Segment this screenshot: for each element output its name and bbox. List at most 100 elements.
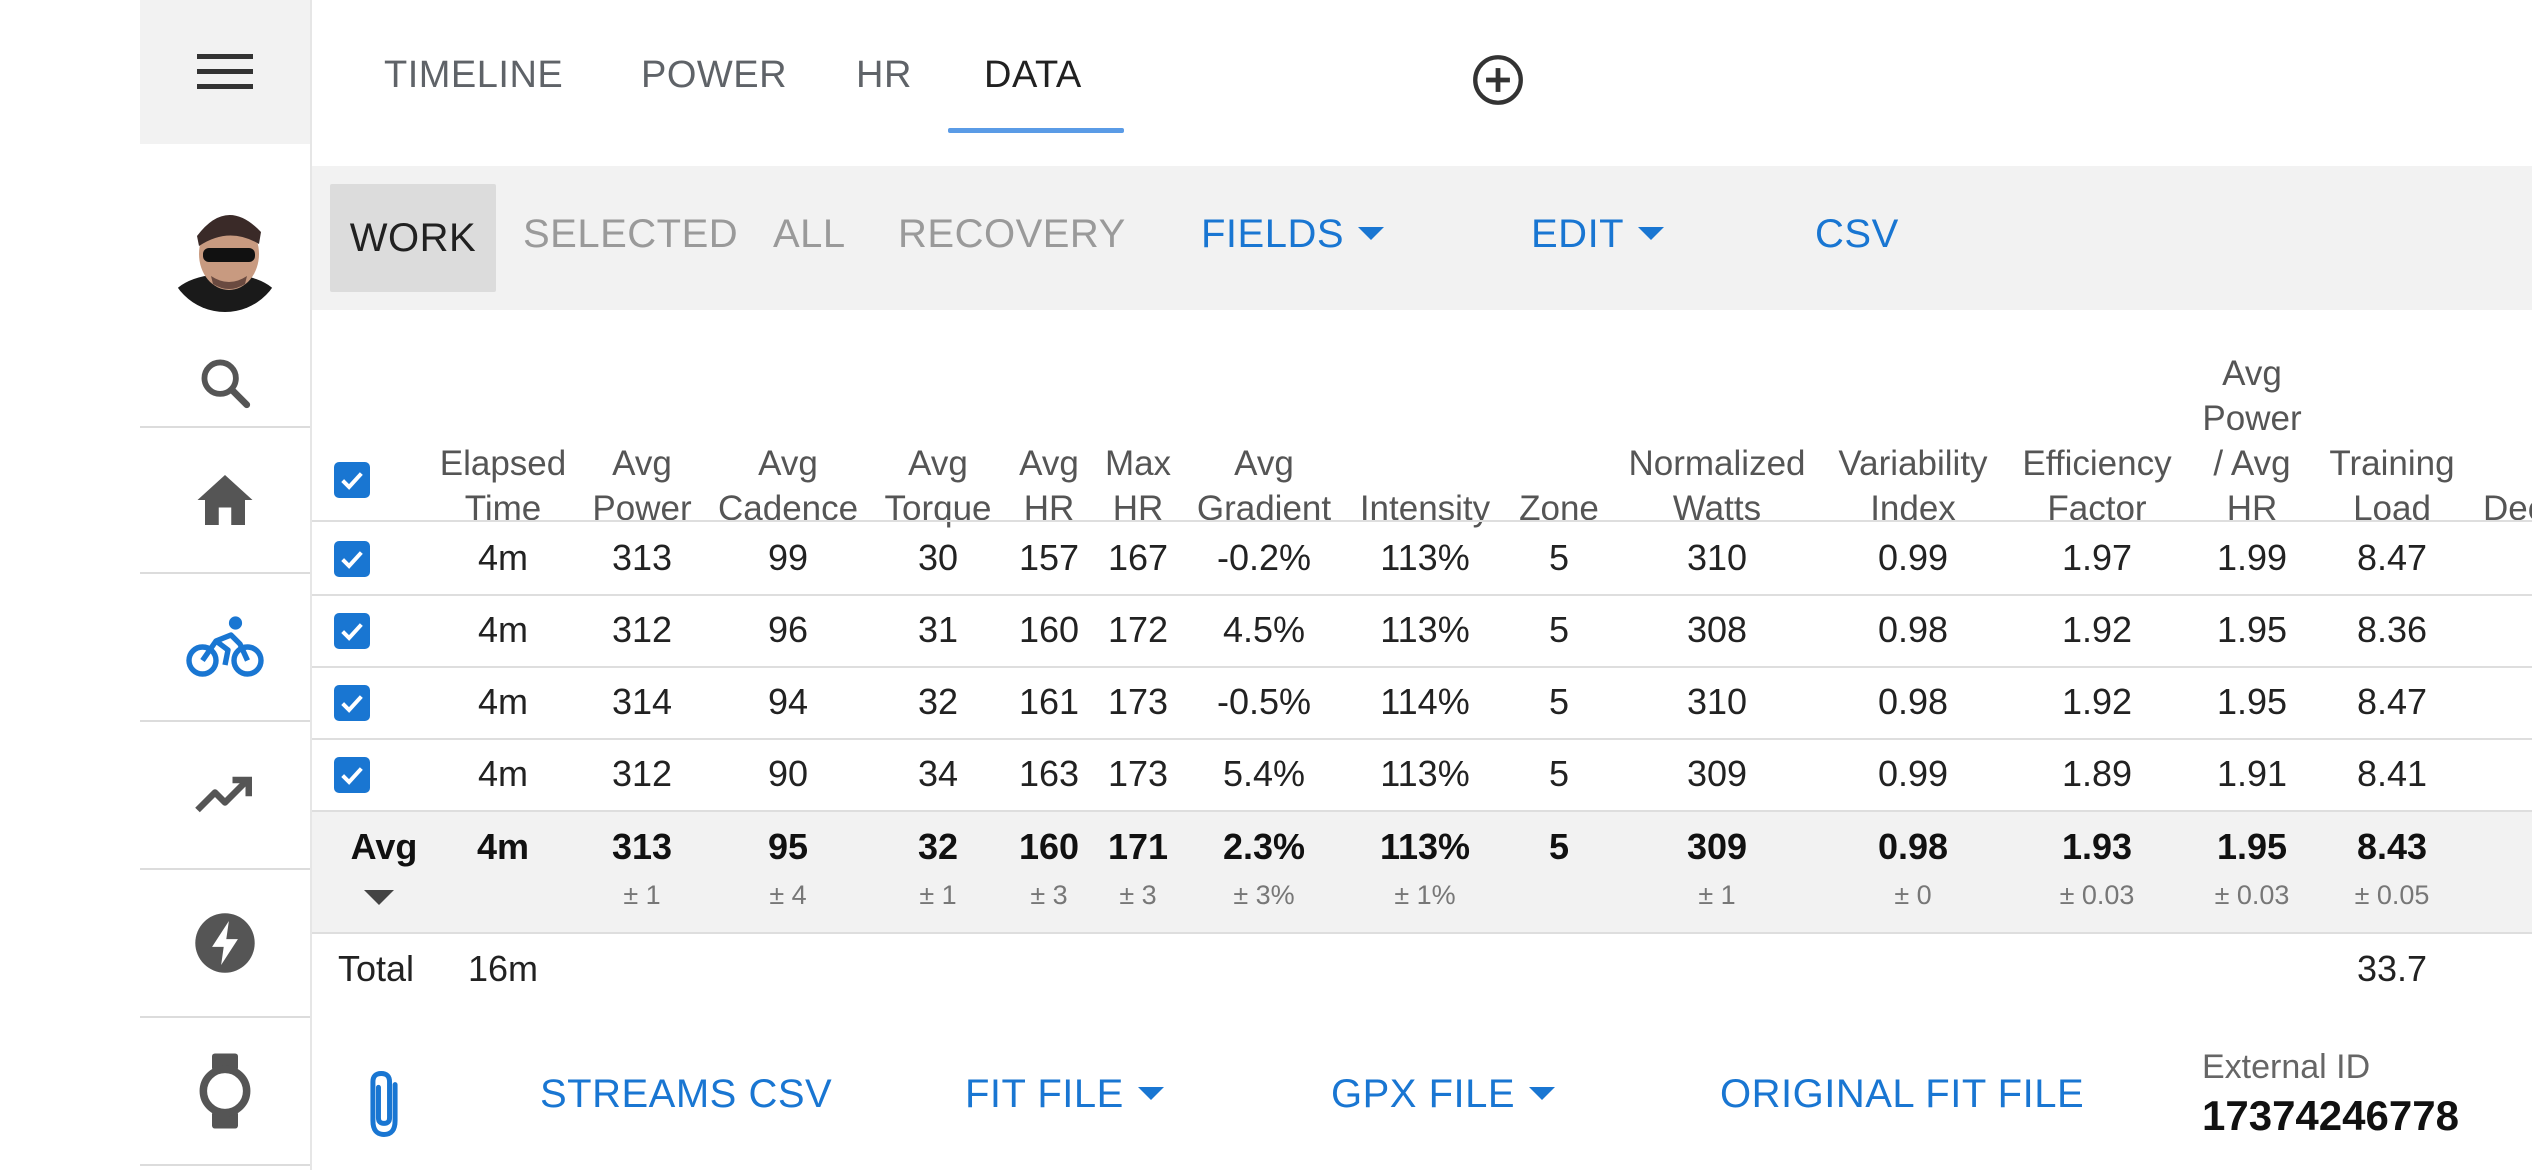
sidebar-item-home[interactable] (140, 428, 310, 572)
column-header[interactable]: Avg Power / Avg HR (2192, 351, 2312, 531)
work-filter-button[interactable]: WORK (330, 184, 496, 292)
original-fit-file-link[interactable]: ORIGINAL FIT FILE (1720, 1072, 2085, 1116)
column-header-line: Variability (1838, 444, 1988, 483)
table-cell: 8.41 (2356, 753, 2428, 794)
row-divider (312, 738, 2532, 740)
column-header[interactable]: Avg Gradient (1189, 441, 1339, 531)
sidebar-item-activities[interactable] (140, 574, 310, 720)
table-cell: 0.98 (1877, 609, 1949, 650)
edit-label: EDIT (1531, 212, 1625, 256)
table-cell: 314 (611, 681, 673, 722)
column-header-line: Avg (1234, 444, 1294, 483)
check-icon (341, 767, 363, 785)
row-checkbox[interactable] (334, 541, 370, 577)
column-header-line: Avg (908, 444, 968, 483)
sidebar-divider (140, 868, 310, 870)
tab-power[interactable]: POWER (641, 54, 788, 96)
avg-stddev: ± 4 (769, 880, 807, 910)
column-header[interactable]: Normalized Watts (1622, 441, 1812, 531)
check-icon (341, 695, 363, 713)
table-cell: 310 (1686, 537, 1748, 578)
table-cell: 5 (1548, 609, 1570, 650)
column-header-line: Avg (758, 444, 818, 483)
column-header[interactable]: Avg Cadence (718, 441, 858, 531)
chevron-down-icon (1358, 226, 1385, 240)
column-header[interactable]: Intensity (1355, 486, 1495, 531)
selected-filter-button[interactable]: SELECTED (523, 212, 739, 256)
active-tab-indicator (948, 128, 1124, 133)
tab-timeline[interactable]: TIMELINE (384, 54, 564, 96)
home-icon (197, 475, 253, 525)
table-cell: 113% (1380, 537, 1470, 578)
sidebar-divider (140, 572, 310, 574)
table-cell: 160 (1018, 609, 1080, 650)
column-header-line: Load (2353, 489, 2431, 528)
column-header[interactable]: Avg Torque (878, 441, 998, 531)
sidebar-item-power[interactable] (140, 870, 310, 1016)
select-all-checkbox[interactable] (334, 462, 370, 498)
external-id-label: External ID (2202, 1048, 2371, 1086)
avatar-button[interactable] (140, 194, 310, 314)
table-cell: 1.89 (2061, 753, 2133, 794)
column-header[interactable]: Avg Power (582, 441, 702, 531)
row-checkbox[interactable] (334, 613, 370, 649)
csv-button[interactable]: CSV (1815, 212, 1899, 256)
streams-csv-link[interactable]: STREAMS CSV (540, 1072, 833, 1116)
tab-data[interactable]: DATA (984, 54, 1082, 96)
row-divider (312, 594, 2532, 596)
column-header-line: Power (592, 489, 692, 528)
column-header[interactable]: Variability Index (1833, 441, 1993, 531)
sidebar-divider (140, 1016, 310, 1018)
column-header-line: Avg (1019, 444, 1079, 483)
add-circle-icon[interactable] (1472, 54, 1524, 106)
table-cell: 5 (1548, 537, 1570, 578)
column-header[interactable]: Avg HR (1014, 441, 1084, 531)
sidebar (140, 0, 312, 1170)
recovery-filter-button[interactable]: RECOVERY (898, 212, 1126, 256)
row-checkbox[interactable] (334, 757, 370, 793)
table-cell: 4m (477, 681, 528, 722)
fit-file-label: FIT FILE (965, 1072, 1124, 1116)
row-checkbox[interactable] (334, 685, 370, 721)
table-cell: 173 (1107, 753, 1169, 794)
sidebar-item-devices[interactable] (140, 1018, 310, 1164)
avg-cell: 2.3% (1222, 826, 1306, 867)
column-header[interactable]: Max HR (1098, 441, 1178, 531)
column-header-line: Gradient (1196, 489, 1332, 528)
check-icon (341, 551, 363, 569)
gpx-file-dropdown[interactable]: GPX FILE (1331, 1072, 1556, 1117)
column-header[interactable]: Efficiency Factor (2017, 441, 2177, 531)
avg-label: Avg (350, 826, 418, 867)
avg-stddev: ± 3% (1233, 880, 1295, 910)
search-icon (201, 359, 251, 409)
tab-hr[interactable]: HR (856, 54, 912, 96)
menu-button[interactable] (140, 0, 310, 144)
table-cell: 30 (917, 537, 959, 578)
column-header[interactable]: Zone (1509, 486, 1609, 531)
attachment-icon (370, 1071, 398, 1137)
table-cell: 313 (611, 537, 673, 578)
fit-file-dropdown[interactable]: FIT FILE (965, 1072, 1164, 1117)
sidebar-item-fitness[interactable] (140, 722, 310, 868)
column-header[interactable]: Dec (2483, 486, 2532, 531)
fields-label: FIELDS (1201, 212, 1345, 256)
column-header[interactable]: Elapsed Time (428, 441, 578, 531)
table-cell: 4m (477, 753, 528, 794)
all-filter-button[interactable]: ALL (773, 212, 846, 256)
table-cell: 163 (1018, 753, 1080, 794)
expand-triangle-icon[interactable] (364, 890, 394, 905)
sidebar-item-search[interactable] (140, 340, 310, 426)
edit-dropdown[interactable]: EDIT (1531, 212, 1665, 257)
fields-dropdown[interactable]: FIELDS (1201, 212, 1385, 257)
table-cell: 113% (1380, 753, 1470, 794)
table-cell: 8.47 (2356, 681, 2428, 722)
avg-cell: 160 (1018, 826, 1080, 867)
column-header[interactable]: Training Load (2322, 441, 2462, 531)
avg-stddev: ± 0.03 (2059, 880, 2135, 910)
table-cell: 4m (477, 609, 528, 650)
menu-icon (197, 54, 253, 89)
table-cell: 5 (1548, 753, 1570, 794)
check-icon (341, 472, 363, 490)
avg-cell: 95 (767, 826, 809, 867)
avg-cell: 1.95 (2216, 826, 2288, 867)
